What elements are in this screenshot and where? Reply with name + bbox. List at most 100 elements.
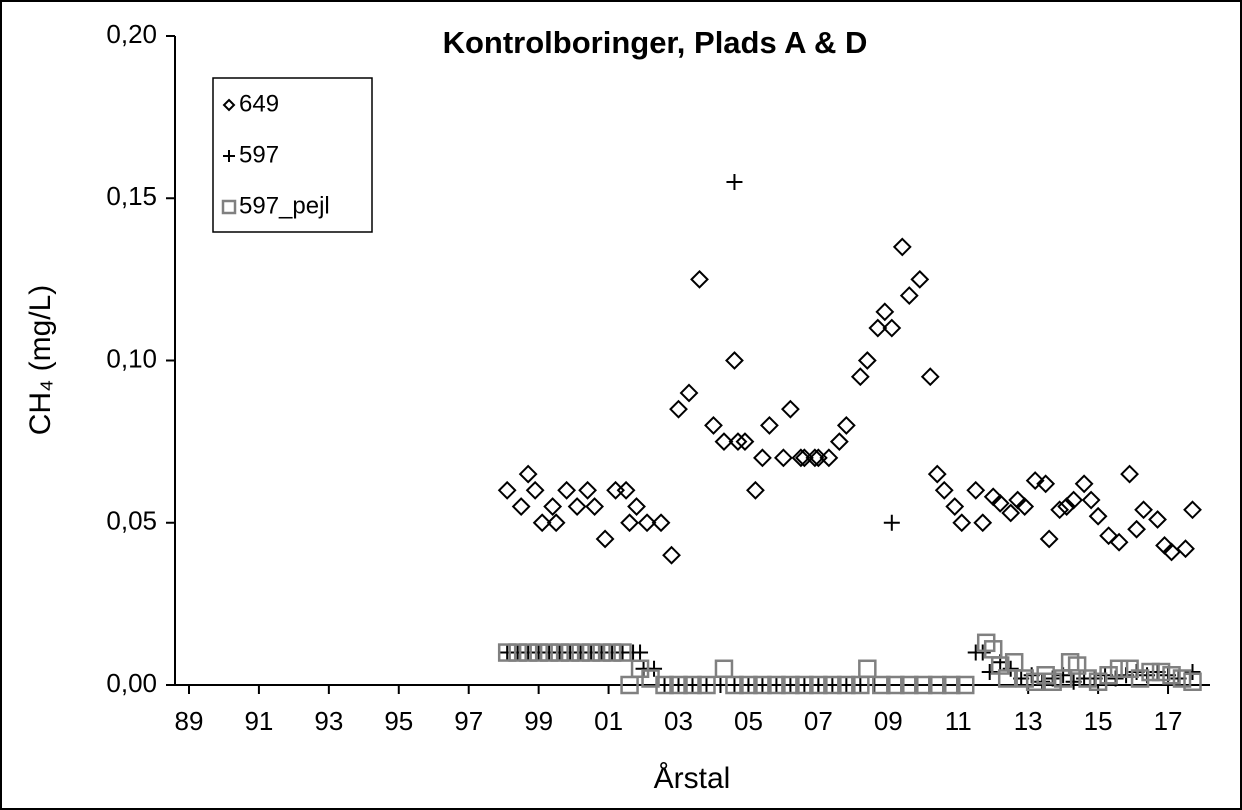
point — [872, 675, 891, 695]
x-tick-label: 01 — [594, 706, 623, 736]
point — [753, 675, 772, 695]
point — [546, 513, 566, 533]
point — [725, 675, 744, 695]
point — [1043, 672, 1062, 692]
point — [637, 513, 657, 533]
y-axis-label: CH₄ (mg/L) — [24, 285, 57, 436]
point — [1039, 529, 1059, 549]
point — [899, 286, 919, 306]
x-tick-label: 95 — [384, 706, 413, 736]
point — [581, 643, 601, 662]
point — [620, 513, 639, 533]
point — [1141, 662, 1160, 682]
point — [662, 545, 681, 565]
point — [518, 643, 538, 662]
y-tick-label: 0,10 — [106, 343, 157, 373]
point — [990, 493, 1010, 513]
point — [508, 643, 527, 662]
point — [567, 497, 587, 516]
point — [532, 513, 552, 533]
point — [914, 675, 933, 695]
point — [829, 432, 849, 452]
point — [511, 497, 531, 516]
point — [1025, 471, 1045, 490]
point — [868, 318, 888, 338]
y-tick-label: 0,05 — [106, 506, 157, 536]
point — [585, 497, 605, 516]
point — [928, 675, 947, 695]
point — [592, 643, 611, 662]
point — [1099, 666, 1118, 685]
point — [746, 480, 765, 500]
point — [837, 675, 856, 695]
point — [1183, 500, 1202, 520]
point — [1183, 672, 1202, 692]
point — [1148, 510, 1167, 529]
point — [1036, 474, 1056, 494]
x-axis-label: Årstal — [654, 762, 731, 795]
point — [945, 497, 965, 516]
y-tick-label: 0,20 — [106, 19, 157, 49]
point — [1120, 464, 1139, 484]
point — [1088, 672, 1108, 692]
point — [602, 643, 622, 662]
point — [819, 448, 839, 468]
point — [920, 367, 940, 387]
x-tick-label: 11 — [945, 706, 972, 736]
x-tick-label: 07 — [804, 706, 833, 736]
y-tick-label: 0,00 — [106, 668, 157, 698]
point — [669, 675, 688, 695]
point — [1184, 664, 1201, 681]
point — [616, 480, 636, 500]
point — [679, 383, 699, 403]
point — [1057, 497, 1077, 516]
point — [927, 464, 947, 484]
point — [571, 643, 590, 662]
point — [857, 351, 877, 370]
point — [550, 643, 569, 662]
point — [882, 318, 902, 338]
point — [875, 302, 895, 322]
legend-label: 649 — [239, 90, 279, 117]
x-tick-label: 91 — [244, 706, 273, 736]
x-tick-label: 03 — [664, 706, 693, 736]
point — [1074, 474, 1094, 494]
point — [1127, 519, 1146, 539]
x-tick-label: 17 — [1154, 706, 1183, 736]
point — [952, 513, 972, 533]
point — [858, 659, 877, 679]
point — [735, 432, 755, 452]
point — [836, 415, 856, 435]
point — [497, 643, 517, 662]
point — [714, 432, 734, 452]
x-tick-label: 89 — [175, 706, 204, 736]
point — [1151, 662, 1171, 682]
point — [966, 480, 986, 500]
point — [1067, 656, 1087, 675]
point — [595, 529, 615, 549]
point — [497, 480, 517, 500]
point — [1176, 539, 1195, 559]
point — [1120, 659, 1139, 679]
point — [620, 675, 639, 695]
point — [1162, 666, 1181, 685]
point — [973, 513, 993, 533]
point — [725, 351, 744, 370]
point — [560, 643, 580, 662]
point — [892, 237, 912, 257]
point — [1050, 500, 1070, 520]
point — [1088, 506, 1108, 526]
x-tick-label: 05 — [734, 706, 763, 736]
point — [850, 367, 870, 387]
legend-marker — [222, 98, 236, 112]
point — [683, 675, 702, 695]
point — [1015, 669, 1034, 688]
point — [1081, 490, 1101, 510]
point — [805, 448, 825, 468]
point — [1134, 500, 1153, 520]
point — [760, 415, 779, 435]
point — [1078, 669, 1097, 688]
point — [955, 675, 975, 695]
point — [981, 664, 998, 681]
